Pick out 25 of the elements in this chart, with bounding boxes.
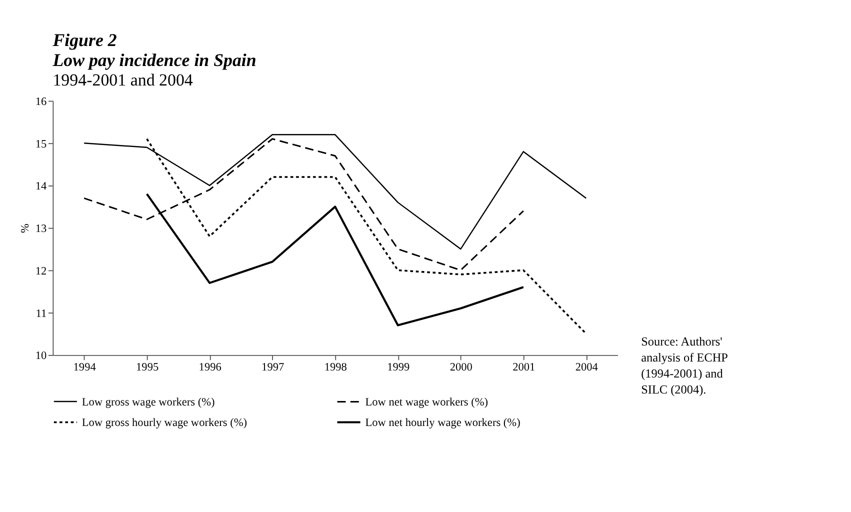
chart-title: Low pay incidence in Spain bbox=[52, 50, 256, 70]
legend-label: Low net wage workers (%) bbox=[365, 396, 488, 409]
y-tick-label: 12 bbox=[35, 265, 47, 278]
y-tick-label: 16 bbox=[35, 96, 47, 108]
y-axis-title: % bbox=[20, 223, 32, 234]
y-tick-label: 10 bbox=[35, 350, 47, 362]
x-tick-label: 2004 bbox=[575, 361, 598, 374]
caption: Figure 2 bbox=[52, 30, 117, 50]
x-tick-label: 2000 bbox=[450, 361, 473, 374]
legend-label: Low gross wage workers (%) bbox=[82, 396, 215, 408]
y-tick-label: 15 bbox=[35, 138, 47, 150]
x-tick-label: 1996 bbox=[198, 361, 222, 374]
y-tick-label: 11 bbox=[36, 308, 47, 320]
x-tick-label: 1999 bbox=[387, 361, 410, 374]
legend-label: Low net hourly wage workers (%) bbox=[365, 417, 521, 430]
x-tick-label: 2001 bbox=[512, 361, 536, 374]
chart-subtitle: 1994-2001 and 2004 bbox=[52, 70, 194, 90]
x-tick-label: 1994 bbox=[73, 361, 96, 374]
x-tick-label: 1998 bbox=[324, 361, 348, 374]
x-tick-label: 1997 bbox=[262, 361, 284, 374]
legend-label: Low gross hourly wage workers (%) bbox=[82, 417, 248, 430]
x-tick-label: 1995 bbox=[136, 361, 159, 374]
y-tick-label: 14 bbox=[35, 180, 47, 193]
source-note: Source: Authors' analysis of ECHP (1994-2001) and SILC (2004). bbox=[641, 334, 728, 397]
y-tick-label: 13 bbox=[35, 223, 47, 236]
